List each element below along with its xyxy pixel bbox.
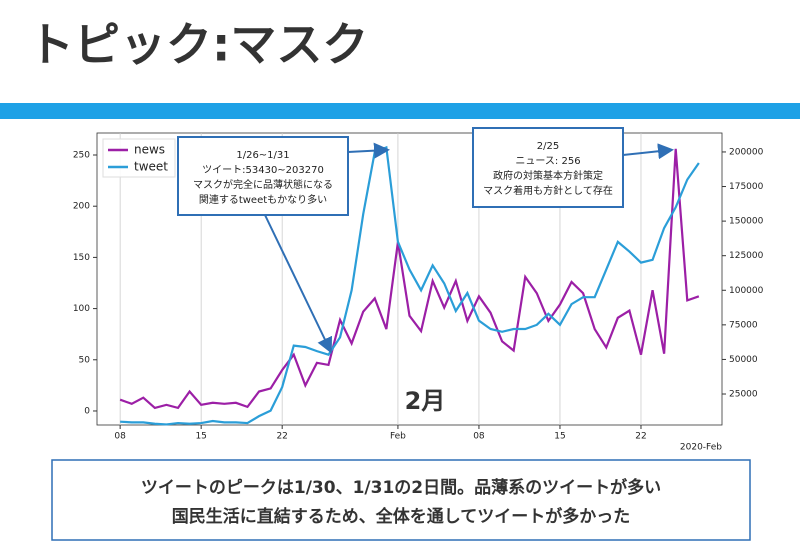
slide-title: トピック:マスク xyxy=(28,18,368,72)
x-tick-label: 22 xyxy=(276,432,287,442)
callout-box xyxy=(177,136,349,216)
x-tick-label: 15 xyxy=(554,432,565,442)
callout-text: マスクが完全に品薄状態になる xyxy=(193,178,333,191)
y2-tick-label: 175000 xyxy=(729,182,764,192)
y-tick-label: 250 xyxy=(73,151,90,161)
callout-text: ニュース: 256 xyxy=(515,156,580,167)
summary-text: 国民生活に直結するため、全体を通してツイートが多かった xyxy=(172,506,631,527)
line-series xyxy=(120,145,700,426)
legend-box xyxy=(102,138,176,178)
y-tick-label: 0 xyxy=(84,406,90,416)
header-bar xyxy=(0,103,800,119)
y2-tick-label: 125000 xyxy=(729,251,764,261)
callout-text: マスク着用も方針として存在 xyxy=(483,184,613,197)
x-tick-label: 22 xyxy=(635,432,646,442)
legend-label: tweet xyxy=(134,160,168,174)
callout-text: 政府の対策基本方針策定 xyxy=(493,169,603,182)
x-tick-label: 08 xyxy=(473,432,485,442)
callout: 1/26~1/31 ツイート:53430~203270 マスクが完全に品薄状態に… xyxy=(177,136,390,354)
y-tick-label: 200 xyxy=(73,202,90,212)
summary-text: ツイートのピークは1/30、1/31の2日間。品薄系のツイートが多い xyxy=(141,477,661,498)
y-tick-label: 50 xyxy=(79,355,91,365)
callout: 2/25 ニュース: 256 政府の対策基本方針策定 マスク着用も方針として存在 xyxy=(472,127,674,208)
summary-box xyxy=(51,459,751,541)
y2-tick-label: 150000 xyxy=(729,217,764,227)
y2-tick-label: 200000 xyxy=(729,147,764,157)
callout-text: 2/25 xyxy=(537,141,559,152)
y-tick-label: 100 xyxy=(73,304,90,314)
line-series xyxy=(119,148,700,410)
legend-label: news xyxy=(134,143,165,157)
y2-tick-label: 75000 xyxy=(729,320,758,330)
x-tick-label: 08 xyxy=(114,432,126,442)
callout-box xyxy=(472,127,624,208)
y-tick-label: 150 xyxy=(73,253,90,263)
x-tick-label: Feb xyxy=(390,432,406,442)
y2-tick-label: 25000 xyxy=(729,390,758,400)
annotation: 2月 xyxy=(405,387,446,415)
callout-text: ツイート:53430~203270 xyxy=(202,165,324,176)
y2-tick-label: 50000 xyxy=(729,355,758,365)
arrow xyxy=(347,142,390,159)
callout-text: 関連するtweetもかなり多い xyxy=(199,193,327,206)
arrow xyxy=(622,143,674,160)
arrow xyxy=(264,214,333,354)
y2-tick-label: 100000 xyxy=(729,286,764,296)
x-tick-label: 15 xyxy=(195,432,206,442)
x-offset-label: 2020-Feb xyxy=(680,443,722,453)
callout-text: 1/26~1/31 xyxy=(236,150,289,161)
plot-frame xyxy=(96,132,723,426)
